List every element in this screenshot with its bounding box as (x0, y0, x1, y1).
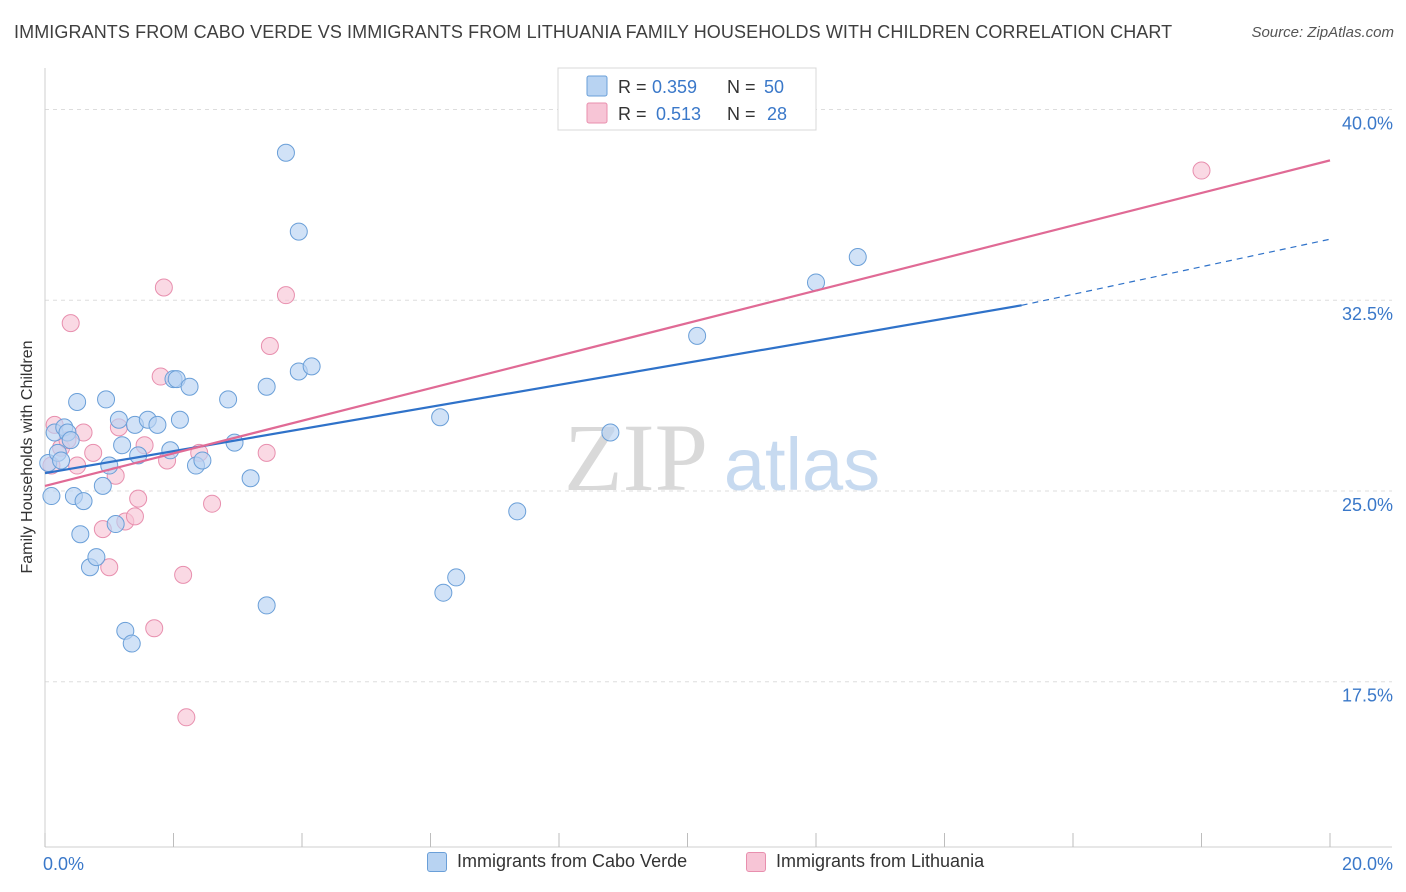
cabo-verde-point (113, 436, 132, 455)
legend-r-label-pink: R = (618, 104, 647, 124)
legend-label-cabo-verde: Immigrants from Cabo Verde (457, 851, 688, 871)
y-axis-title: Family Households with Children (19, 340, 36, 574)
lithuania-point (203, 494, 222, 513)
cabo-verde-point (447, 568, 466, 587)
cabo-verde-point (289, 222, 308, 241)
legend-item-lithuania: Immigrants from Lithuania (746, 851, 984, 872)
cabo-verde-point (848, 248, 867, 267)
lithuania-point (84, 443, 103, 462)
cabo-verde-point (109, 410, 128, 429)
cabo-verde-point (257, 596, 276, 615)
cabo-verde-point (180, 377, 199, 396)
axes (44, 68, 1392, 848)
cabo-verde-point (170, 410, 189, 429)
legend-bottom: Immigrants from Cabo Verde Immigrants fr… (0, 851, 1406, 877)
legend-n-value-pink: 28 (767, 104, 787, 124)
lithuania-point (260, 337, 279, 356)
cabo-verde-point (219, 390, 238, 409)
lithuania-point (129, 489, 148, 508)
series-cabo-verde-points (39, 143, 867, 653)
watermark-zip: ZIP (564, 404, 708, 511)
lithuania-point (276, 286, 295, 305)
legend-top: R = 0.359 N = 50 R = 0.513 N = 28 (557, 67, 817, 131)
lithuania-point (1192, 161, 1211, 180)
lithuania-point (100, 558, 119, 577)
legend-swatch-pink (586, 102, 608, 124)
watermark: ZIP atlas (564, 404, 880, 511)
legend-n-label-pink: N = (727, 104, 756, 124)
cabo-verde-point (431, 408, 450, 427)
cabo-verde-point (42, 487, 61, 506)
legend-swatch-blue (586, 75, 608, 97)
lithuania-point (61, 314, 80, 333)
cabo-verde-point (688, 326, 707, 345)
lithuania-point (125, 507, 144, 526)
lithuania-point (257, 443, 276, 462)
legend-swatch-lithuania (746, 851, 766, 872)
cabo-verde-point (257, 377, 276, 396)
lithuania-point (177, 708, 196, 727)
legend-r-value-pink: 0.513 (656, 104, 701, 124)
legend-n-label-blue: N = (727, 77, 756, 97)
x-tick-label: 0.0% (43, 854, 84, 874)
cabo-verde-point (68, 392, 87, 411)
cabo-verde-point (97, 390, 116, 409)
tick-labels: 17.5% 25.0% 32.5% 40.0% 0.0% 20.0% (43, 114, 1393, 874)
y-tick-label: 17.5% (1342, 686, 1393, 706)
trend-lines (44, 159, 1331, 487)
cabo-verde-point (434, 583, 453, 602)
source-label: Source: ZipAtlas.com (1251, 24, 1394, 41)
watermark-atlas: atlas (724, 423, 880, 506)
chart-title: IMMIGRANTS FROM CABO VERDE VS IMMIGRANTS… (14, 22, 1173, 42)
cabo-verde-point (122, 634, 141, 653)
cabo-verde-point (276, 143, 295, 162)
cabo-verde-point (87, 548, 106, 567)
y-tick-label: 25.0% (1342, 495, 1393, 515)
cabo-verde-point (61, 431, 80, 450)
cabo-verde-point (93, 476, 112, 495)
cabo-verde-point (302, 357, 321, 376)
cabo-verde-point (74, 492, 93, 511)
y-tick-label: 40.0% (1342, 114, 1393, 134)
lithuania-trend-line (44, 159, 1331, 487)
cabo-verde-point (241, 469, 260, 488)
legend-swatch-cabo-verde (427, 851, 447, 872)
legend-item-cabo-verde: Immigrants from Cabo Verde (427, 851, 687, 872)
lithuania-point (154, 278, 173, 297)
cabo-verde-point (508, 502, 527, 521)
legend-r-label-blue: R = (618, 77, 647, 97)
y-tick-label: 32.5% (1342, 304, 1393, 324)
gridlines (45, 109, 1392, 683)
legend-r-value-blue: 0.359 (652, 77, 697, 97)
cabo-verde-point (148, 415, 167, 434)
legend-n-value-blue: 50 (764, 77, 784, 97)
legend-label-lithuania: Immigrants from Lithuania (776, 851, 985, 871)
cabo-verde-point (71, 525, 90, 544)
lithuania-point (174, 565, 193, 584)
cabo-verde-point (106, 515, 125, 534)
cabo-verde-point (52, 451, 71, 470)
cabo-verde-point (193, 451, 212, 470)
x-tick-label: 20.0% (1342, 854, 1393, 874)
cabo-verde-trend-extension (1021, 238, 1331, 306)
cabo-verde-point (601, 423, 620, 442)
lithuania-point (145, 619, 164, 638)
